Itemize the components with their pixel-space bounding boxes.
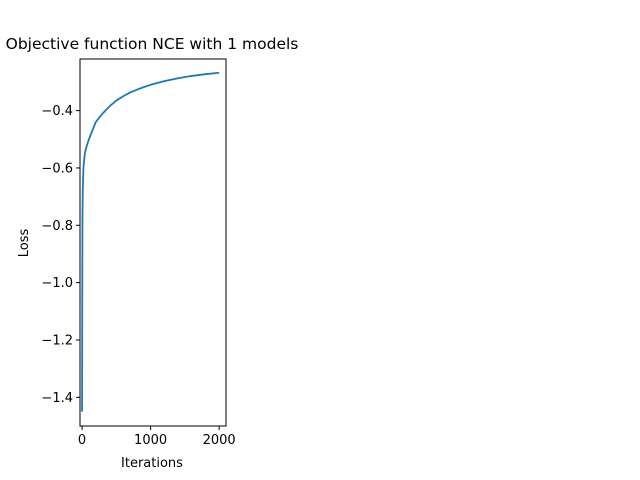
y-tick-label: −0.4 [41, 104, 73, 119]
y-tick-label: −0.6 [41, 161, 73, 176]
y-axis-ticks: −1.4 −1.2 −1.0 −0.8 −0.6 −0.4 [41, 104, 80, 406]
x-axis-ticks: 0 1000 2000 [78, 426, 236, 448]
plot-area [79, 58, 227, 427]
y-axis-label: Loss [17, 229, 32, 258]
axes-frame [79, 58, 227, 427]
y-tick-label: −0.8 [41, 219, 73, 234]
y-tick-label: −1.4 [41, 391, 73, 406]
x-tick-label: 0 [78, 433, 86, 448]
series-line-loss [81, 71, 220, 412]
x-axis-label: Iterations [121, 456, 183, 471]
y-tick-label: −1.0 [41, 276, 73, 291]
y-tick-label: −1.2 [41, 333, 73, 348]
chart-title: Objective function NCE with 1 models [6, 35, 299, 53]
x-tick-label: 2000 [203, 433, 236, 448]
x-tick-label: 1000 [134, 433, 167, 448]
